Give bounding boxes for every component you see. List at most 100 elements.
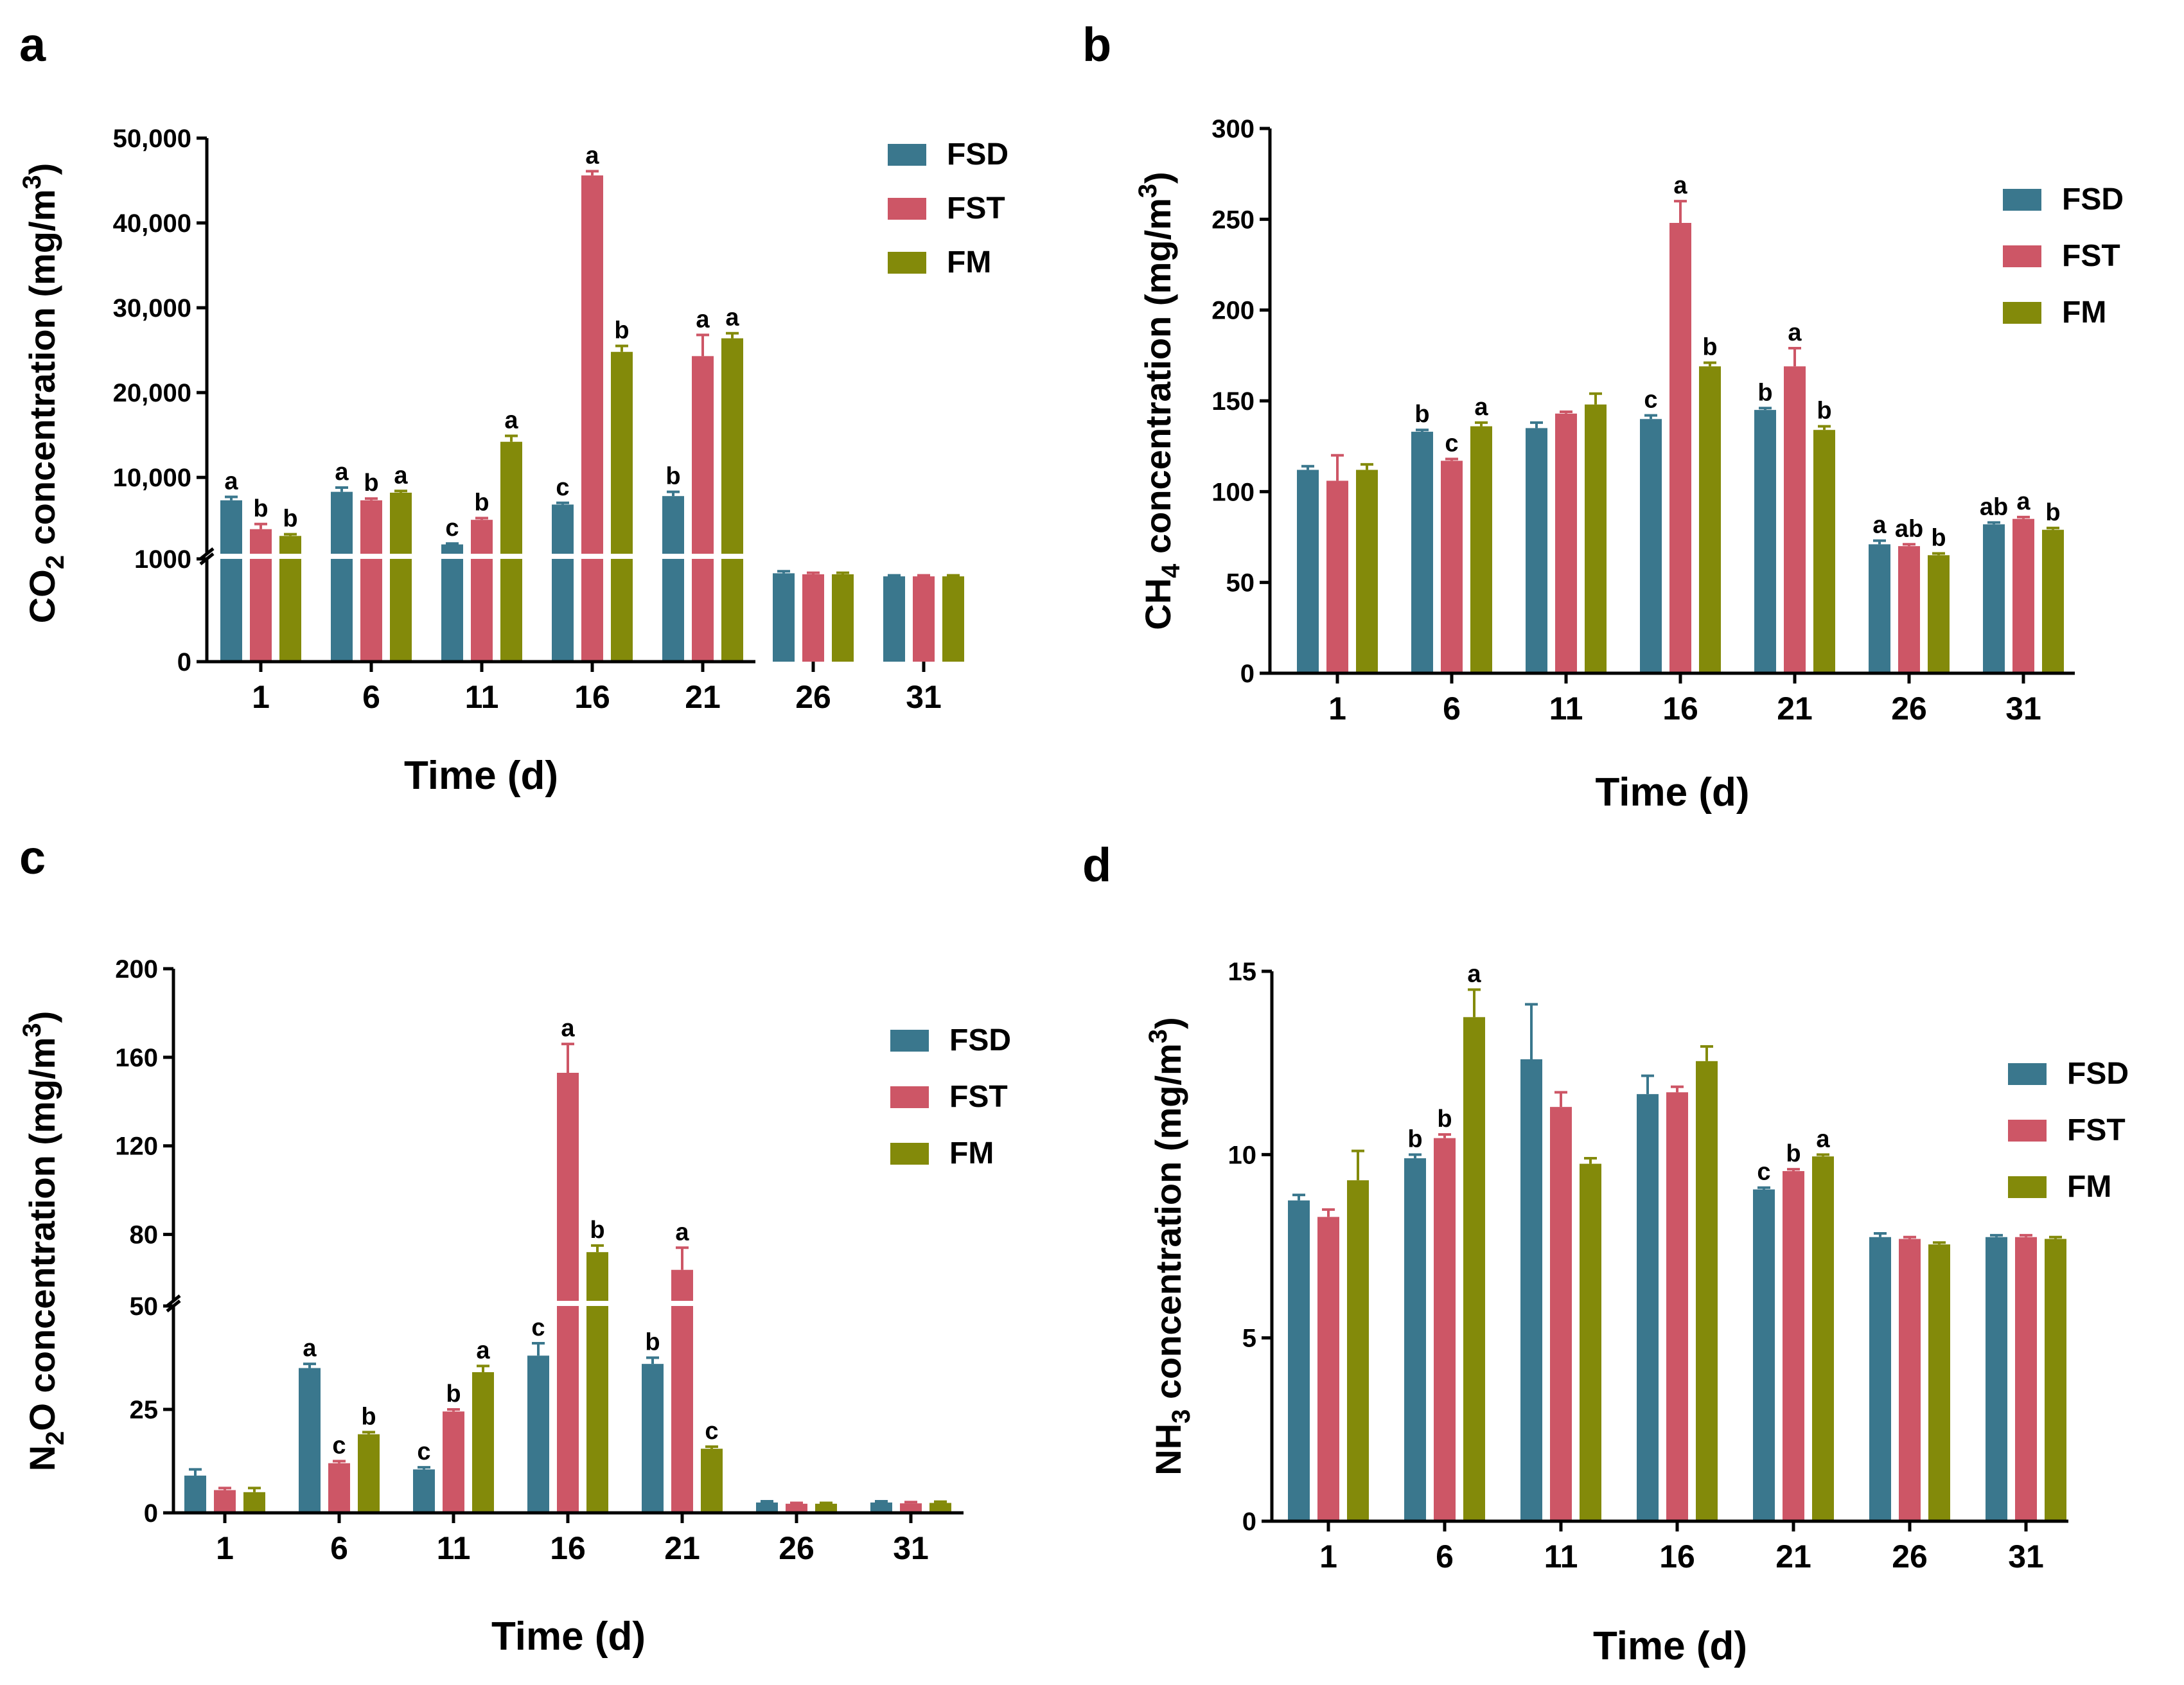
x-tick-label: 31	[893, 1530, 929, 1566]
bar-fst	[1550, 1107, 1572, 1521]
bar-fm	[1463, 1017, 1485, 1521]
bar-fm	[586, 1252, 608, 1513]
significance-letter: b	[2045, 499, 2060, 526]
y-axis-title-part: N	[22, 1445, 62, 1471]
bar-fm	[500, 441, 522, 662]
bar-fst	[214, 1490, 236, 1513]
y-tick-label: 50	[1226, 569, 1255, 597]
bar-fm	[1812, 1156, 1834, 1521]
x-tick-label: 6	[362, 679, 380, 715]
bar-fsd	[662, 496, 684, 662]
bar-fst	[1669, 222, 1691, 673]
x-tick-label: 31	[906, 679, 942, 715]
significance-letter: b	[1817, 398, 1831, 425]
bar-fst	[1666, 1092, 1688, 1521]
y-tick-label: 200	[1211, 297, 1255, 325]
y-tick-label: 0	[177, 648, 191, 676]
bar-fst	[802, 574, 824, 662]
y-tick-label: 0	[144, 1499, 158, 1528]
significance-letter: a	[675, 1219, 689, 1246]
x-tick-label: 21	[664, 1530, 700, 1566]
bar-fst	[328, 1463, 350, 1513]
y-tick-label: 15	[1228, 958, 1257, 986]
bar-fm	[1699, 366, 1721, 673]
y-axis-title: CO2 concentration (mg/m3)	[18, 163, 69, 624]
legend-label-fsd: FSD	[2067, 1057, 2129, 1091]
y-tick-label: 10,000	[113, 464, 191, 492]
y-axis-title: CH4 concentration (mg/m3)	[1134, 172, 1185, 630]
legend-swatch-fm	[888, 252, 926, 274]
bar-fm	[1356, 470, 1378, 673]
y-tick-label: 25	[130, 1396, 159, 1424]
significance-letter: b	[283, 506, 297, 533]
significance-letter: b	[253, 495, 268, 522]
x-tick-label: 6	[1436, 1539, 1454, 1575]
bar-fm	[2042, 529, 2064, 673]
significance-letter: c	[332, 1433, 346, 1460]
x-tick-label: 6	[330, 1530, 348, 1566]
legend-swatch-fsd	[2003, 189, 2041, 211]
y-tick-label: 5	[1242, 1325, 1256, 1353]
bar-fst	[1899, 1239, 1921, 1521]
y-tick-label: 10	[1228, 1141, 1257, 1169]
bar-fst	[557, 1072, 579, 1513]
y-tick-label: 160	[115, 1044, 158, 1072]
significance-letter: a	[1872, 512, 1887, 539]
bar-fsd	[1404, 1158, 1426, 1521]
bar-fsd	[299, 1368, 321, 1513]
bar-fsd	[331, 491, 353, 662]
x-axis-title: Time (d)	[1596, 770, 1750, 815]
legend-label-fm: FM	[947, 245, 991, 279]
significance-letter: c	[556, 474, 569, 501]
bar-fsd	[1637, 1094, 1659, 1521]
x-tick-label: 1	[216, 1530, 234, 1566]
legend-label-fsd: FSD	[947, 137, 1008, 172]
x-tick-label: 6	[1443, 691, 1461, 727]
x-tick-label: 11	[1544, 1539, 1578, 1575]
significance-letter: b	[1414, 401, 1429, 428]
bar-fsd	[870, 1502, 892, 1513]
bar-fsd	[184, 1476, 206, 1513]
y-tick-label: 0	[1242, 1508, 1256, 1536]
y-axis-title-part: )	[1148, 1017, 1188, 1029]
y-axis-title-part: )	[22, 163, 62, 175]
significance-letter: b	[364, 470, 378, 497]
y-axis-title-part: 2	[41, 1431, 69, 1445]
bar-fm	[390, 492, 412, 662]
y-axis-title: N2O concentration (mg/m3)	[18, 1011, 69, 1472]
y-axis-title-part: )	[1138, 172, 1178, 184]
significance-letter: c	[1445, 430, 1458, 457]
significance-letter: c	[705, 1418, 718, 1445]
x-tick-label: 21	[685, 679, 721, 715]
significance-letter: ab	[1895, 515, 1923, 542]
significance-letter: b	[645, 1329, 660, 1356]
x-tick-label: 11	[437, 1530, 471, 1566]
legend-swatch-fsd	[890, 1030, 929, 1052]
legend-swatch-fm	[2008, 1176, 2047, 1198]
significance-letter: b	[446, 1381, 461, 1407]
x-tick-label: 26	[779, 1530, 815, 1566]
x-axis-title: Time (d)	[1593, 1624, 1747, 1668]
bar-fst	[671, 1269, 693, 1513]
x-tick-label: 1	[1319, 1539, 1337, 1575]
x-tick-label: 26	[795, 679, 831, 715]
bar-fm	[1585, 404, 1607, 673]
significance-letter: b	[614, 317, 629, 344]
bar-fst	[692, 356, 714, 662]
panel-label: d	[1082, 838, 1111, 892]
y-axis-title-part: O concentration (mg/m	[22, 1037, 62, 1431]
axis-break-gap	[198, 554, 759, 559]
y-tick-label: 80	[130, 1221, 159, 1249]
bar-fst	[250, 529, 272, 662]
significance-letter: b	[1786, 1140, 1801, 1167]
x-tick-label: 1	[252, 679, 270, 715]
bar-fsd	[756, 1502, 778, 1513]
bar-fsd	[1986, 1237, 2007, 1521]
significance-letter: c	[417, 1438, 430, 1465]
bar-fsd	[527, 1355, 549, 1513]
y-tick-label: 200	[115, 955, 158, 984]
bar-fm	[1813, 430, 1835, 673]
